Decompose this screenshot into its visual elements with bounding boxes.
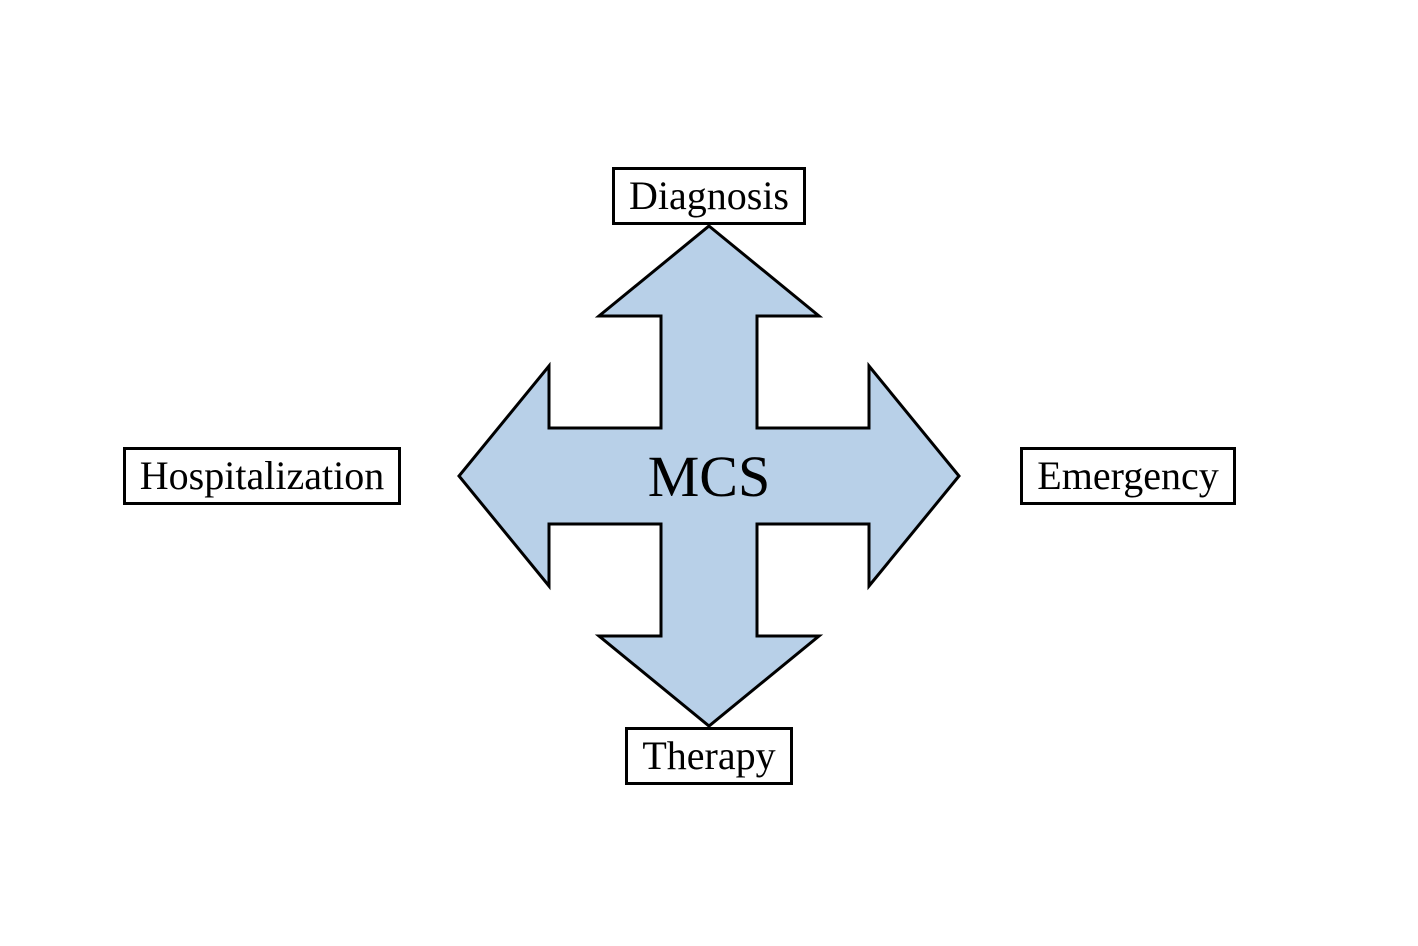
node-diagnosis-label: Diagnosis bbox=[629, 173, 789, 218]
node-emergency: Emergency bbox=[1020, 447, 1235, 505]
node-diagnosis: Diagnosis bbox=[612, 167, 806, 225]
center-label: MCS bbox=[648, 443, 771, 510]
node-therapy: Therapy bbox=[625, 727, 792, 785]
node-therapy-label: Therapy bbox=[642, 733, 775, 778]
diagram-canvas: Diagnosis Therapy Hospitalization Emerge… bbox=[0, 0, 1418, 946]
node-emergency-label: Emergency bbox=[1037, 453, 1218, 498]
node-hospitalization-label: Hospitalization bbox=[140, 453, 384, 498]
center-label-text: MCS bbox=[648, 444, 771, 509]
node-hospitalization: Hospitalization bbox=[123, 447, 401, 505]
